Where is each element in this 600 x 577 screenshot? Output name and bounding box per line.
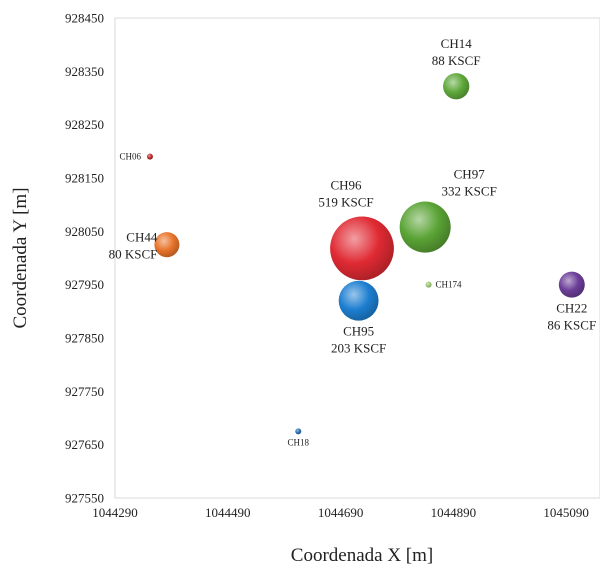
point-labels: CH14 88 KSCF CH06 CH96 519 KSCF CH97 332 KSCF C… bbox=[109, 36, 597, 447]
y-tick-label: 927750 bbox=[65, 384, 104, 399]
bubble-ch18 bbox=[295, 428, 302, 435]
bubble-series bbox=[146, 73, 585, 435]
point-value-label: 519 KSCF bbox=[318, 195, 373, 210]
point-value-label: 332 KSCF bbox=[442, 184, 497, 199]
y-axis-title: Coordenada Y [m] bbox=[10, 187, 31, 328]
bubble-ch174 bbox=[425, 281, 432, 288]
y-tick-label: 928350 bbox=[65, 64, 104, 79]
point-value-label: 203 KSCF bbox=[331, 341, 386, 356]
bubble-ch44 bbox=[154, 232, 180, 258]
point-value-label: 80 KSCF bbox=[109, 247, 158, 262]
point-name-label: CH18 bbox=[288, 437, 310, 447]
y-tick-label: 927550 bbox=[65, 491, 104, 506]
y-tick-label: 927850 bbox=[65, 331, 104, 346]
bubble-ch97 bbox=[399, 201, 451, 253]
x-tick-label: 1044890 bbox=[431, 505, 477, 520]
y-tick-label: 928450 bbox=[65, 11, 104, 26]
x-tick-label: 1045090 bbox=[543, 505, 589, 520]
x-tick-label: 1044690 bbox=[318, 505, 364, 520]
bubble-ch95 bbox=[338, 280, 379, 321]
x-tick-label: 1044490 bbox=[205, 505, 251, 520]
y-tick-label: 927650 bbox=[65, 437, 104, 452]
y-tick-label: 928150 bbox=[65, 171, 104, 186]
y-tick-label: 928250 bbox=[65, 117, 104, 132]
point-name-label: CH44 bbox=[126, 230, 158, 245]
point-name-label: CH95 bbox=[343, 324, 374, 339]
point-name-label: CH96 bbox=[330, 178, 362, 193]
point-value-label: 88 KSCF bbox=[432, 53, 481, 68]
point-value-label: 86 KSCF bbox=[547, 318, 596, 333]
point-name-label: CH97 bbox=[454, 167, 486, 182]
point-name-label: CH06 bbox=[119, 152, 141, 162]
point-name-label: CH14 bbox=[441, 36, 473, 51]
y-axis-ticks: 927550 927650 927750 927850 927950 928050 9281… bbox=[65, 11, 104, 506]
point-name-label: CH174 bbox=[436, 280, 463, 290]
bubble-ch22 bbox=[558, 271, 585, 298]
bubble-ch96 bbox=[330, 216, 394, 281]
bubble-ch14 bbox=[443, 73, 470, 100]
x-axis-ticks: 1044290 1044490 1044690 1044890 1045090 bbox=[92, 505, 589, 520]
x-tick-label: 1044290 bbox=[92, 505, 138, 520]
y-tick-label: 927950 bbox=[65, 277, 104, 292]
point-name-label: CH22 bbox=[556, 301, 587, 316]
bubble-ch06 bbox=[146, 153, 153, 160]
y-tick-label: 928050 bbox=[65, 224, 104, 239]
x-axis-title: Coordenada X [m] bbox=[291, 545, 433, 566]
